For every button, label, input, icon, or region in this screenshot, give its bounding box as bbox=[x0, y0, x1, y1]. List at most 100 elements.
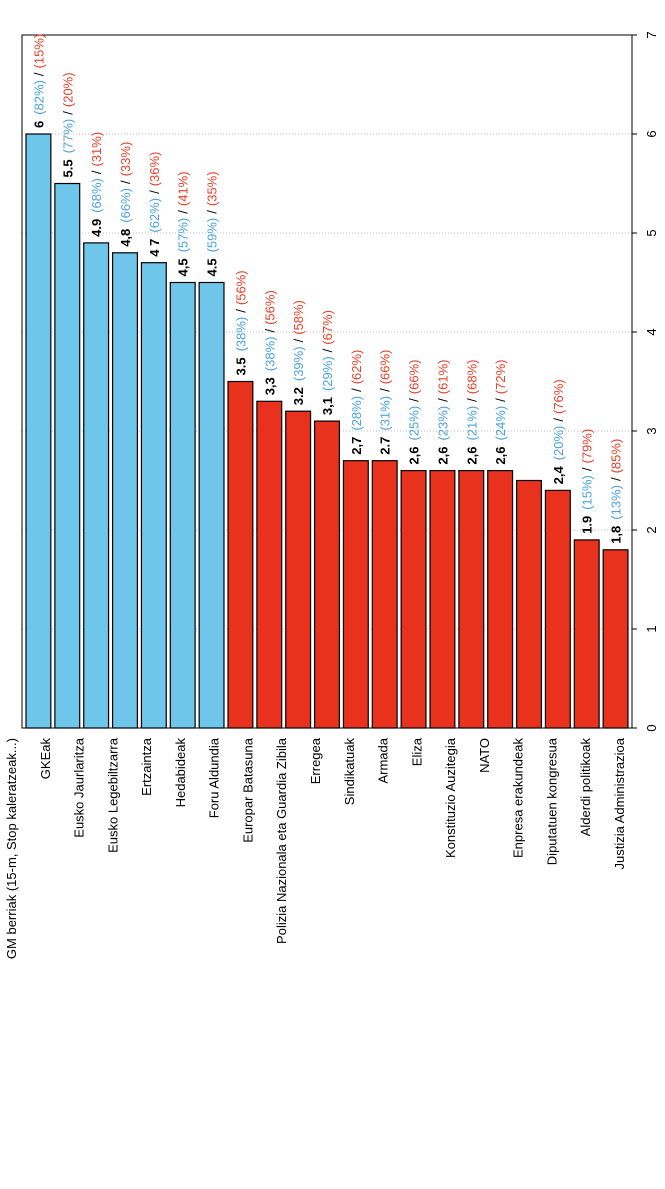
y-tick-label: 1 bbox=[644, 625, 659, 632]
separator: / bbox=[407, 398, 422, 402]
neg-share: (58%) bbox=[291, 300, 306, 335]
pos-share: (77%) bbox=[60, 119, 75, 154]
neg-share: (56%) bbox=[262, 290, 277, 325]
value-label: 4.5 (59%) / (35%) bbox=[205, 171, 220, 276]
separator: / bbox=[118, 180, 133, 184]
x-tick-label: Ertzaintza bbox=[139, 737, 154, 796]
x-tick-label: Foru Aldundia bbox=[207, 737, 222, 818]
neg-share: (33%) bbox=[118, 142, 133, 177]
x-tick-label: Enpresa erakundeak bbox=[511, 738, 526, 858]
bar bbox=[169, 281, 196, 729]
pos-share: (38%) bbox=[233, 317, 248, 352]
value: 4,5 bbox=[176, 258, 191, 276]
value-label: 4,5 (57%) / (41%) bbox=[176, 171, 191, 276]
neg-share: (31%) bbox=[89, 132, 104, 167]
y-tick-label: 7 bbox=[644, 31, 659, 38]
y-tick-label: 2 bbox=[644, 526, 659, 533]
neg-share: (76%) bbox=[551, 379, 566, 414]
separator: / bbox=[320, 348, 335, 352]
x-tick-label: GKEak bbox=[38, 738, 53, 780]
x-tick-label: Alderdi politikoak bbox=[578, 738, 593, 837]
separator: / bbox=[493, 398, 508, 402]
bar bbox=[111, 252, 139, 729]
bar bbox=[573, 539, 600, 729]
separator: / bbox=[176, 210, 191, 214]
pos-share: (82%) bbox=[31, 80, 46, 115]
pos-share: (28%) bbox=[349, 396, 364, 431]
value: 2,7 bbox=[349, 437, 364, 455]
y-tick-label: 3 bbox=[644, 427, 659, 434]
bar bbox=[602, 549, 629, 729]
x-tick-label: Polizia Nazionala eta Guardia Zibila bbox=[274, 737, 289, 944]
value: 2,4 bbox=[551, 466, 566, 485]
separator: / bbox=[349, 388, 364, 392]
neg-share: (85%) bbox=[609, 439, 624, 474]
value: 3,3 bbox=[262, 377, 277, 395]
pos-share: (68%) bbox=[89, 178, 104, 213]
bar bbox=[25, 133, 52, 729]
separator: / bbox=[378, 388, 393, 392]
neg-share: (67%) bbox=[320, 310, 335, 345]
value-label: 2.7 (31%) / (66%) bbox=[378, 350, 393, 455]
value-label: 3.5 (38%) / (56%) bbox=[233, 270, 248, 375]
separator: / bbox=[89, 170, 104, 174]
value-label: 2,6 (24%) / (72%) bbox=[493, 360, 508, 465]
pos-share: (15%) bbox=[580, 475, 595, 510]
pos-share: (21%) bbox=[464, 406, 479, 441]
x-tick-label: Armada bbox=[376, 737, 391, 783]
value: 3.5 bbox=[233, 357, 248, 375]
value: 2,6 bbox=[435, 447, 450, 465]
separator: / bbox=[551, 418, 566, 422]
x-tick-label: Eusko Jaurlaritza bbox=[72, 737, 87, 837]
value: 2,6 bbox=[493, 447, 508, 465]
neg-share: (20%) bbox=[60, 72, 75, 107]
value: 2,6 bbox=[407, 447, 422, 465]
x-tick-label: Konstituzio Auzitegia bbox=[443, 737, 458, 858]
x-tick-label: NATO bbox=[477, 738, 492, 773]
separator: / bbox=[60, 111, 75, 115]
bar bbox=[342, 460, 369, 729]
bar bbox=[487, 470, 514, 729]
pos-share: (38%) bbox=[262, 337, 277, 372]
value-label: 3,1 (29%) / (67%) bbox=[320, 310, 335, 415]
value: 1,8 bbox=[609, 526, 624, 544]
value-label: 2,6 (21%) / (68%) bbox=[464, 360, 479, 465]
pos-share: (66%) bbox=[118, 188, 133, 223]
pos-share: (31%) bbox=[378, 396, 393, 431]
separator: / bbox=[580, 467, 595, 471]
bar bbox=[198, 281, 225, 729]
separator: / bbox=[262, 329, 277, 333]
value-label: 3.2 (39%) / (58%) bbox=[291, 300, 306, 405]
value-label: 1,8 (13%) / (85%) bbox=[609, 439, 624, 544]
bar bbox=[227, 380, 254, 729]
y-tick-label: 0 bbox=[644, 724, 659, 731]
bar bbox=[400, 470, 427, 729]
bar bbox=[429, 470, 456, 729]
bar bbox=[140, 262, 167, 729]
value-label: 3,3 (38%) / (56%) bbox=[262, 290, 277, 395]
value-label: 4.9 (68%) / (31%) bbox=[89, 132, 104, 237]
separator: / bbox=[147, 190, 162, 194]
neg-share: (61%) bbox=[435, 360, 450, 395]
separator: / bbox=[291, 338, 306, 342]
neg-share: (56%) bbox=[233, 270, 248, 305]
separator: / bbox=[609, 477, 624, 481]
value: 2,6 bbox=[464, 447, 479, 465]
neg-share: (62%) bbox=[349, 350, 364, 385]
bar bbox=[544, 489, 571, 729]
separator: / bbox=[233, 309, 248, 313]
y-tick-label: 5 bbox=[644, 229, 659, 236]
value: 6 bbox=[31, 121, 46, 128]
pos-share: (39%) bbox=[291, 346, 306, 381]
value-label: 2,6 (25%) / (66%) bbox=[407, 360, 422, 465]
value-label: 1.9 (15%) / (79%) bbox=[580, 429, 595, 534]
bar bbox=[285, 410, 312, 729]
value-label: 2,7 (28%) / (62%) bbox=[349, 350, 364, 455]
bar bbox=[54, 182, 81, 729]
pos-share: (23%) bbox=[435, 406, 450, 441]
neg-share: (41%) bbox=[176, 171, 191, 206]
value: 3,1 bbox=[320, 397, 335, 415]
value: 2.7 bbox=[378, 437, 393, 455]
pos-share: (62%) bbox=[147, 198, 162, 233]
